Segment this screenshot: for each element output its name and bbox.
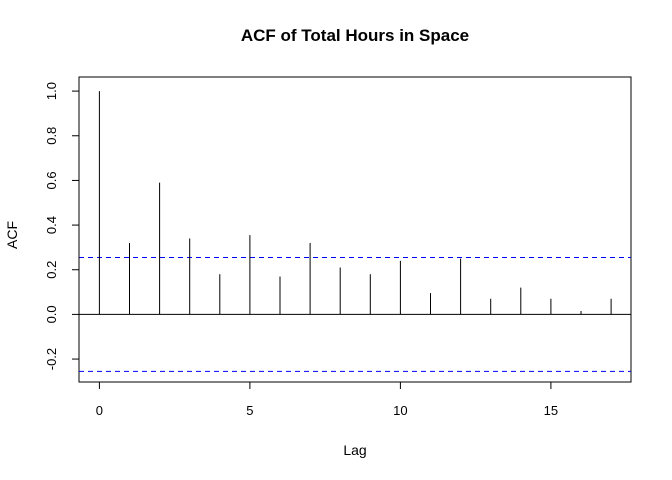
plot-area: 0 5 10 15 -0.2 0.0 0.2 0.4 0.6 0.8 1.0 bbox=[44, 76, 632, 418]
x-tick-label: 15 bbox=[544, 403, 558, 418]
x-tick-label: 10 bbox=[393, 403, 407, 418]
y-tick-label: 0.8 bbox=[44, 127, 59, 145]
chart-title: ACF of Total Hours in Space bbox=[241, 26, 469, 45]
x-tick-label: 5 bbox=[246, 403, 253, 418]
y-tick-label: 0.4 bbox=[44, 216, 59, 234]
y-tick-label: 0.6 bbox=[44, 171, 59, 189]
y-tick-label: 0.2 bbox=[44, 261, 59, 279]
x-axis-label: Lag bbox=[343, 442, 366, 458]
y-tick-label: 1.0 bbox=[44, 82, 59, 100]
y-axis-label: ACF bbox=[4, 221, 20, 249]
x-tick-label: 0 bbox=[96, 403, 103, 418]
y-tick-label: 0.0 bbox=[44, 305, 59, 323]
plot-frame bbox=[78, 76, 632, 383]
y-tick-label: -0.2 bbox=[44, 348, 59, 370]
